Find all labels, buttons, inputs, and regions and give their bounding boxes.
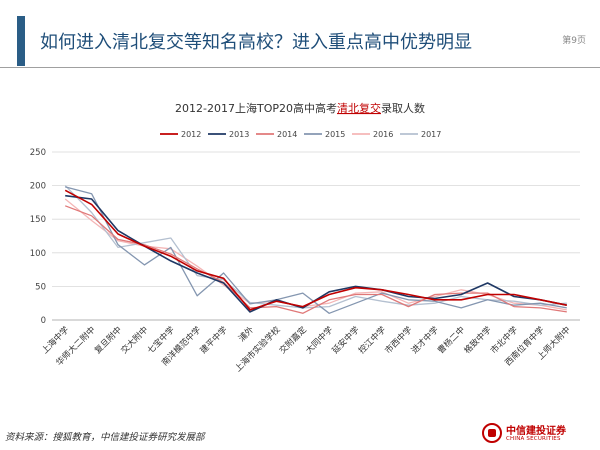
y-tick-label-100: 100 — [30, 249, 46, 259]
x-tick-label-14: 进才中学 — [409, 324, 441, 356]
x-tick-label-16: 格致中学 — [462, 324, 494, 356]
y-tick-label-200: 200 — [30, 182, 46, 192]
x-tick-label-6: 建平中学 — [198, 324, 230, 356]
x-tick-label-10: 大同中学 — [303, 324, 335, 356]
logo-mark-icon — [482, 423, 502, 443]
logo-name-en: CHINA SECURITIES — [506, 436, 561, 442]
x-tick-label-15: 曹杨二中 — [435, 324, 467, 356]
title-bar: 如何进入清北复交等知名高校？进入重点高中优势明显 第9页 — [0, 14, 600, 66]
series-line-2012 — [64, 189, 567, 311]
company-logo: 中信建投证券 CHINA SECURITIES — [482, 421, 582, 447]
series-line-2016 — [64, 198, 567, 311]
x-tick-label-2: 复旦附中 — [92, 324, 124, 356]
x-tick-label-3: 交大附中 — [119, 324, 151, 356]
series-line-2017 — [64, 185, 567, 309]
legend-label-2015: 2015 — [325, 130, 345, 139]
x-tick-label-9: 交附嘉定 — [277, 324, 309, 356]
x-tick-label-8: 上海市实验学校 — [233, 324, 283, 374]
x-tick-label-11: 延安中学 — [330, 324, 362, 356]
page-number: 第9页 — [562, 36, 586, 46]
y-tick-label-0: 0 — [41, 316, 46, 326]
page-title: 如何进入清北复交等知名高校？进入重点高中优势明显 — [40, 32, 472, 53]
legend-label-2016: 2016 — [373, 130, 393, 139]
series-line-2015 — [65, 186, 567, 314]
source-note: 资料来源：搜狐教育，中信建投证券研究发展部 — [5, 432, 205, 443]
title-accent-bar — [17, 16, 25, 66]
legend-label-2013: 2013 — [229, 130, 249, 139]
y-tick-label-150: 150 — [30, 215, 46, 225]
logo-name: 中信建投证券 — [506, 426, 566, 437]
line-chart: 2012-2017上海TOP20高中高考清北复交录取人数 2012 2013 2014… — [30, 101, 580, 374]
y-tick-label-250: 250 — [30, 148, 46, 158]
y-tick-label-50: 50 — [35, 282, 46, 292]
x-tick-label-7: 浦外 — [236, 324, 256, 344]
series-line-2014 — [64, 205, 567, 314]
legend-label-2017: 2017 — [421, 130, 441, 139]
legend-label-2012: 2012 — [181, 130, 201, 139]
x-tick-label-13: 市西中学 — [383, 324, 415, 356]
x-tick-label-12: 控江中学 — [356, 324, 388, 356]
title-divider — [0, 67, 600, 68]
legend-label-2014: 2014 — [277, 130, 297, 139]
chart-title: 2012-2017上海TOP20高中高考清北复交录取人数 — [175, 101, 425, 115]
